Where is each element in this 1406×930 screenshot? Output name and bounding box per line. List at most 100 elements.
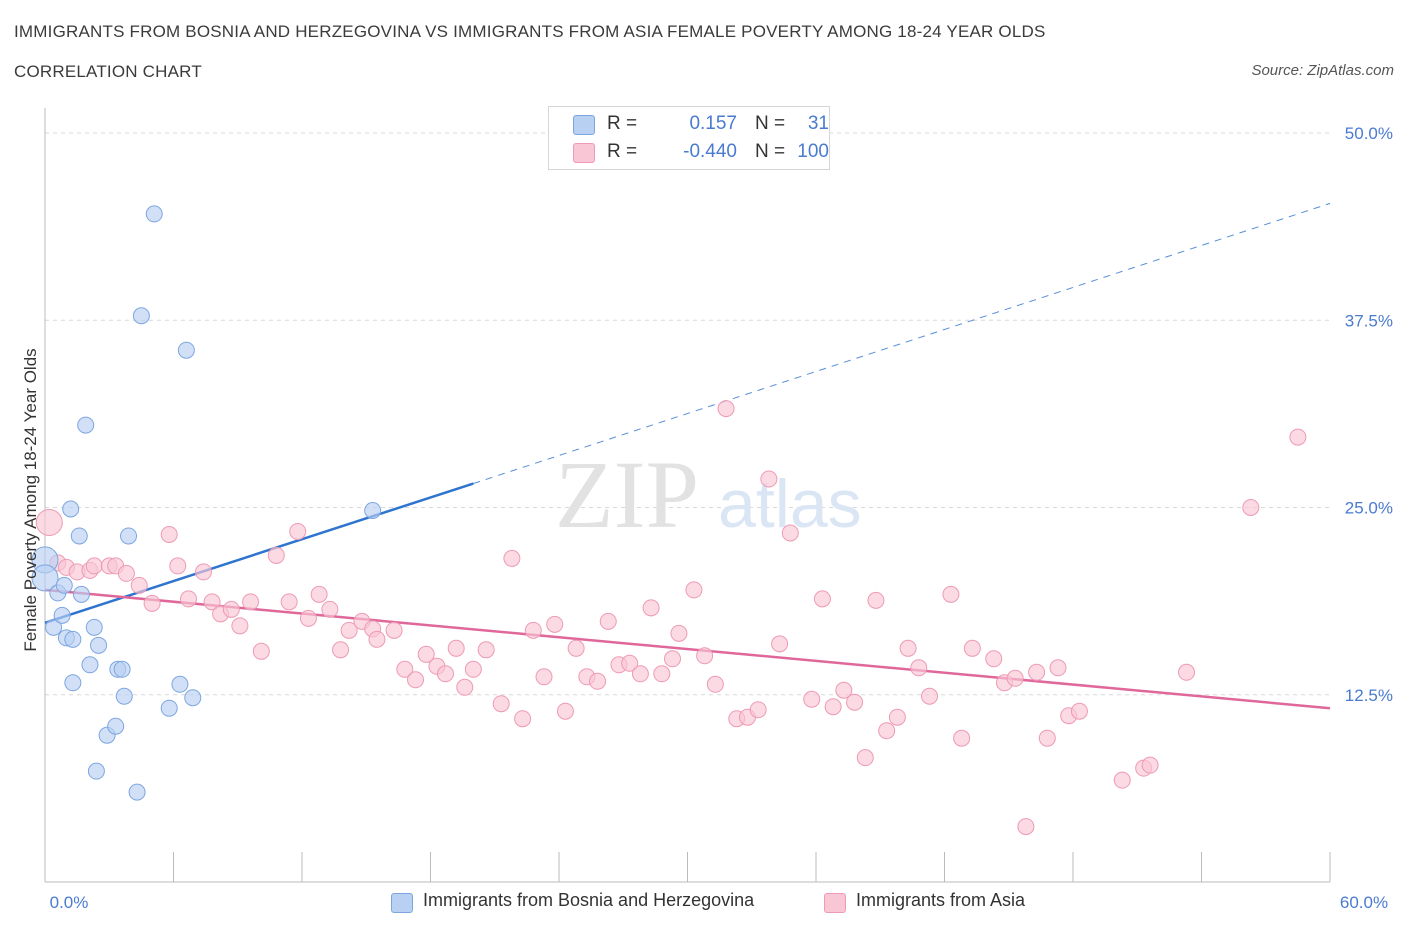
legend-r-value: -0.440 [683,141,737,162]
trend-line-asia [44,588,1331,710]
point-asia [85,557,103,575]
point-asia [332,641,350,659]
point-asia [867,591,885,609]
point-bosnia [70,527,88,545]
point-asia [942,585,960,603]
stats-legend: R = 0.157 N = 31 R = -0.440 N = 100 [548,106,830,170]
point-asia [717,400,735,418]
point-asia [599,612,617,630]
point-asia [771,635,789,653]
point-asia [464,660,482,678]
x-tick-label-max: 60.0% [1340,893,1388,912]
watermark: ZIP atlas [555,441,862,548]
point-asia [252,642,270,660]
point-asia [1028,663,1046,681]
legend-swatch-bosnia [573,115,595,135]
point-asia [1038,729,1056,747]
point-asia [749,701,767,719]
series-swatch-asia [824,893,846,913]
series-swatch-bosnia [391,893,413,913]
legend-n-label: N = [755,113,786,134]
point-asia [835,681,853,699]
point-asia [35,508,63,536]
y-tick-label: 37.5% [1345,311,1393,330]
point-asia [310,585,328,603]
point-asia [340,621,358,639]
point-asia [813,590,831,608]
point-asia [706,675,724,693]
watermark-zip: ZIP [555,441,699,548]
point-asia [130,576,148,594]
point-asia [535,668,553,686]
point-asia [1006,669,1024,687]
point-bosnia [184,689,202,707]
point-asia [546,615,564,633]
point-asia [985,650,1003,668]
point-bosnia [160,699,178,717]
point-bosnia [145,205,163,223]
point-asia [910,659,928,677]
point-asia [321,600,339,618]
series-label-asia: Immigrants from Asia [856,890,1026,910]
point-asia [1242,499,1260,516]
point-bosnia [85,618,103,636]
point-asia [242,593,260,611]
point-asia [760,470,778,488]
point-asia [1049,659,1067,677]
point-bosnia [31,564,59,592]
legend-n-value: 31 [807,113,829,134]
legend-r-label: R = [607,141,638,162]
point-bosnia [177,341,195,359]
trend-line-bosnia-extension [473,202,1331,485]
legend-r-value: 0.157 [689,113,737,134]
point-asia [407,671,425,689]
point-asia [143,594,161,612]
point-bosnia [364,501,382,519]
point-asia [280,593,298,611]
point-bosnia [53,606,71,624]
point-asia [514,710,532,728]
point-asia [846,693,864,711]
point-asia [477,641,495,659]
point-asia [385,621,403,639]
point-asia [803,690,821,708]
point-asia [417,645,435,663]
point-asia [503,549,521,567]
point-asia [631,665,649,683]
point-asia [664,650,682,668]
point-asia [589,672,607,690]
point-asia [921,687,939,705]
point-bosnia [64,674,82,692]
point-asia [447,639,465,657]
point-bosnia [45,618,63,636]
point-bosnia [120,527,138,545]
point-bosnia [132,307,150,325]
point-asia [878,722,896,740]
point-asia [888,708,906,726]
point-asia [231,617,249,635]
point-asia [953,729,971,747]
point-bosnia [64,630,82,648]
point-asia [1017,818,1035,836]
point-asia [524,621,542,639]
point-asia [222,600,240,618]
point-asia [1070,702,1088,720]
point-asia [556,702,574,720]
point-asia [160,525,178,543]
point-bosnia [77,416,95,434]
point-asia [685,581,703,599]
point-asia [117,564,135,582]
point-asia [781,524,799,542]
point-asia [1141,756,1159,774]
point-bosnia [72,585,90,603]
point-asia [436,665,454,683]
point-bosnia [90,636,108,654]
y-axis-label: Female Poverty Among 18-24 Year Olds [21,348,40,651]
y-tick-label: 12.5% [1345,686,1393,705]
point-bosnia [115,687,133,705]
point-asia [299,609,317,627]
point-asia [653,665,671,683]
point-asia [203,593,221,611]
y-tick-label: 50.0% [1345,124,1393,143]
